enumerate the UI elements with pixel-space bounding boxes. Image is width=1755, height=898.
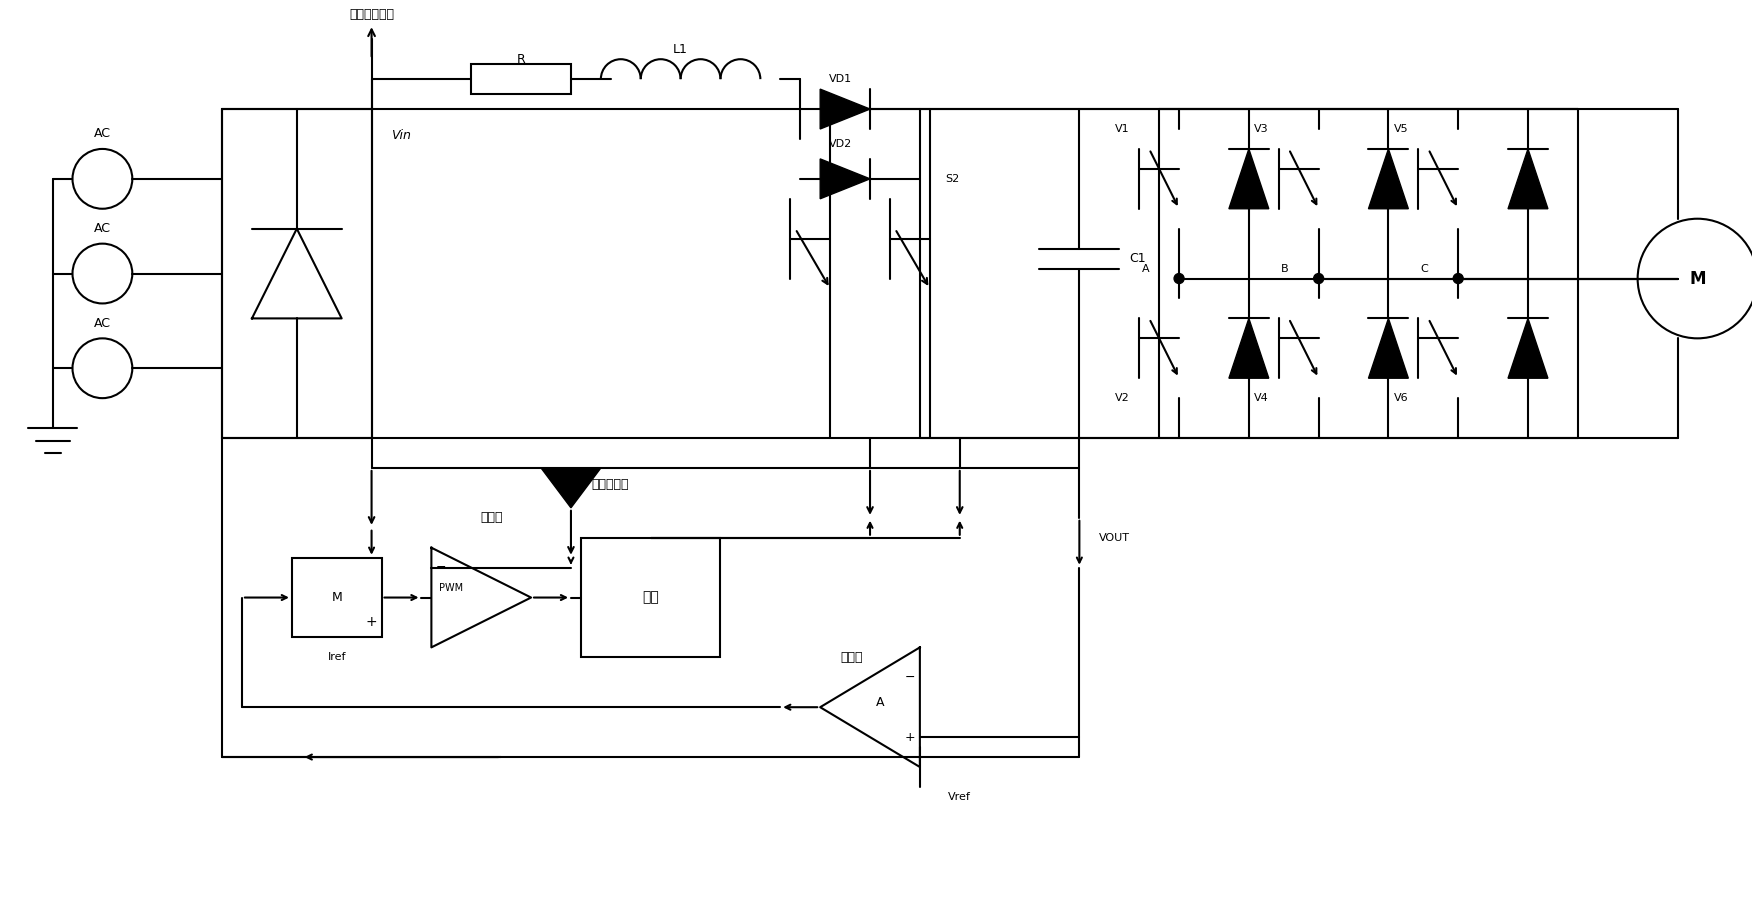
Text: +: +	[904, 731, 914, 744]
Text: −: −	[435, 561, 446, 574]
Text: −: −	[904, 671, 914, 683]
Text: AC: AC	[95, 128, 111, 140]
Polygon shape	[541, 468, 600, 507]
Text: AC: AC	[95, 222, 111, 235]
Text: VD2: VD2	[828, 139, 851, 149]
Text: 电流环: 电流环	[479, 511, 502, 524]
Text: Iref: Iref	[328, 652, 346, 663]
Text: V6: V6	[1393, 393, 1408, 403]
Text: S2: S2	[944, 174, 958, 184]
Text: 驱动: 驱动	[642, 591, 660, 604]
Text: Vin: Vin	[391, 129, 411, 142]
Text: C1: C1	[1128, 252, 1146, 265]
Text: VOUT: VOUT	[1099, 533, 1130, 542]
Text: A: A	[876, 696, 885, 709]
Bar	[291, 558, 381, 638]
Polygon shape	[1369, 319, 1408, 378]
Text: AC: AC	[95, 317, 111, 330]
Text: B: B	[1281, 263, 1288, 274]
Text: V4: V4	[1255, 393, 1269, 403]
Text: VD1: VD1	[828, 75, 851, 84]
Text: L1: L1	[674, 43, 688, 56]
Text: Vref: Vref	[948, 792, 971, 802]
Text: V3: V3	[1255, 124, 1269, 134]
Text: V5: V5	[1393, 124, 1408, 134]
Polygon shape	[1228, 149, 1269, 208]
Text: M: M	[332, 591, 342, 604]
Bar	[581, 538, 721, 657]
Text: 电流传感器: 电流传感器	[591, 478, 628, 491]
Text: PWM: PWM	[439, 583, 463, 593]
Circle shape	[1174, 274, 1185, 284]
Text: 母线电压采样: 母线电压采样	[349, 8, 395, 21]
Polygon shape	[1228, 319, 1269, 378]
Circle shape	[1314, 274, 1323, 284]
Text: 电压环: 电压环	[841, 651, 863, 664]
Text: A: A	[1141, 263, 1150, 274]
Polygon shape	[1369, 149, 1408, 208]
Polygon shape	[1508, 319, 1548, 378]
Bar	[223, 109, 372, 438]
Text: M: M	[1690, 269, 1706, 287]
Polygon shape	[820, 159, 870, 198]
Text: S1: S1	[846, 174, 860, 184]
Text: +: +	[365, 615, 377, 629]
Text: C: C	[1420, 263, 1429, 274]
Bar	[472, 64, 570, 94]
Polygon shape	[1508, 149, 1548, 208]
Circle shape	[1453, 274, 1464, 284]
Text: V1: V1	[1114, 124, 1128, 134]
Polygon shape	[820, 89, 870, 129]
Text: V2: V2	[1114, 393, 1128, 403]
Text: R: R	[516, 53, 525, 66]
